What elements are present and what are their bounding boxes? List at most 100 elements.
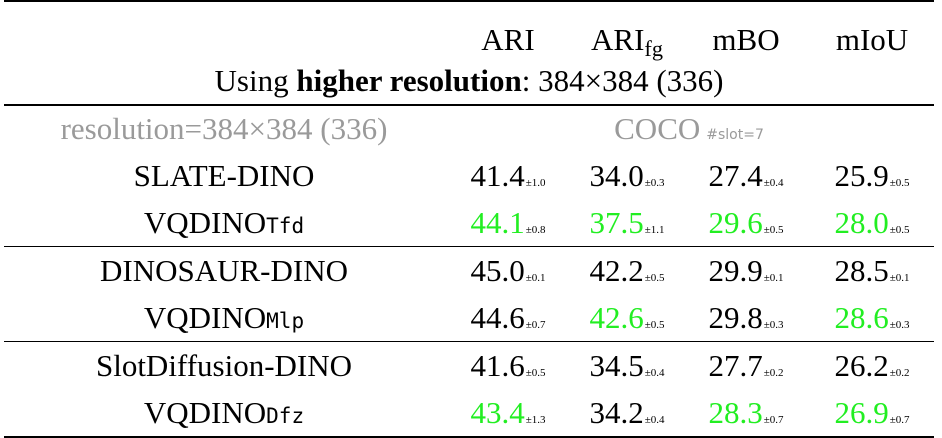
metric-cell: 45.0±0.1 bbox=[444, 246, 572, 294]
metric-value: 29.6 bbox=[708, 204, 763, 240]
metric-cell: 42.6±0.5 bbox=[572, 294, 682, 342]
table-row: VQDINOTfd 44.1±0.8 37.5±1.1 29.6±0.5 28.0±0.… bbox=[4, 199, 934, 247]
metric-value: 29.8 bbox=[708, 299, 763, 335]
metric-value: 25.9 bbox=[834, 157, 889, 193]
metric-std: ±0.5 bbox=[525, 366, 546, 379]
metric-cell: 29.6±0.5 bbox=[682, 199, 810, 247]
caption-suffix: : 384×384 (336) bbox=[521, 63, 724, 98]
metric-cell: 26.2±0.2 bbox=[810, 341, 934, 389]
metric-std: ±0.5 bbox=[644, 318, 665, 331]
metric-std: ±0.7 bbox=[889, 413, 910, 426]
metric-std: ±1.3 bbox=[525, 413, 546, 426]
method-name-cell: SlotDiffusion-DINO bbox=[4, 341, 444, 389]
metric-std: ±0.3 bbox=[644, 176, 665, 189]
metric-value: 27.4 bbox=[708, 157, 763, 193]
metric-cell: 44.6±0.7 bbox=[444, 294, 572, 342]
metric-std: ±0.4 bbox=[644, 413, 665, 426]
metric-value: 44.6 bbox=[470, 299, 525, 335]
metric-value: 28.0 bbox=[834, 204, 889, 240]
header-row: ARI ARIfg mBO mIoU bbox=[4, 1, 934, 62]
metric-value: 42.2 bbox=[589, 252, 644, 288]
method-name: VQDINO bbox=[143, 299, 267, 335]
results-table: ARI ARIfg mBO mIoU Using higher resoluti… bbox=[4, 0, 934, 438]
header-arifg-main: ARI bbox=[591, 22, 645, 57]
metric-cell: 41.6±0.5 bbox=[444, 341, 572, 389]
metric-std: ±0.5 bbox=[763, 223, 784, 236]
metric-std: ±0.8 bbox=[525, 223, 546, 236]
metric-std: ±1.1 bbox=[644, 223, 665, 236]
table-row: VQDINOMlp 44.6±0.7 42.6±0.5 29.8±0.3 28.6±0.… bbox=[4, 294, 934, 342]
table-row: SlotDiffusion-DINO 41.6±0.5 34.5±0.4 27.7±0… bbox=[4, 341, 934, 389]
metric-value: 26.2 bbox=[834, 347, 889, 383]
method-suffix: Dfz bbox=[266, 403, 305, 428]
method-name: VQDINO bbox=[143, 204, 267, 240]
metric-cell: 27.4±0.4 bbox=[682, 152, 810, 199]
caption-row: Using higher resolution: 384×384 (336) bbox=[4, 58, 934, 105]
metric-std: ±0.1 bbox=[889, 271, 910, 284]
metric-std: ±0.1 bbox=[763, 271, 784, 284]
metric-value: 26.9 bbox=[834, 394, 889, 430]
results-table-container: ARI ARIfg mBO mIoU Using higher resoluti… bbox=[4, 0, 934, 438]
metric-cell: 29.8±0.3 bbox=[682, 294, 810, 342]
header-mbo: mBO bbox=[712, 22, 780, 57]
metric-std: ±0.5 bbox=[889, 223, 910, 236]
metric-cell: 41.4±1.0 bbox=[444, 152, 572, 199]
metric-cell: 44.1±0.8 bbox=[444, 199, 572, 247]
metric-cell: 28.5±0.1 bbox=[810, 246, 934, 294]
method-name-cell: DINOSAUR-DINO bbox=[4, 246, 444, 294]
table-caption: Using higher resolution: 384×384 (336) bbox=[4, 58, 934, 105]
header-arifg-sub: fg bbox=[644, 36, 663, 62]
metric-std: ±0.7 bbox=[525, 318, 546, 331]
metric-value: 37.5 bbox=[589, 204, 644, 240]
method-name: SlotDiffusion-DINO bbox=[95, 347, 353, 383]
method-name-cell: SLATE-DINO bbox=[4, 152, 444, 199]
metric-value: 29.9 bbox=[708, 252, 763, 288]
metric-cell: 25.9±0.5 bbox=[810, 152, 934, 199]
table-row: DINOSAUR-DINO 45.0±0.1 42.2±0.5 29.9±0.1 28.… bbox=[4, 246, 934, 294]
metric-std: ±0.5 bbox=[644, 271, 665, 284]
metric-cell: 42.2±0.5 bbox=[572, 246, 682, 294]
metric-std: ±0.3 bbox=[889, 318, 910, 331]
metric-value: 34.5 bbox=[589, 347, 644, 383]
setting-resolution: resolution=384×384 (336) bbox=[4, 104, 444, 152]
header-method-cell bbox=[4, 1, 444, 58]
header-ari: ARI bbox=[481, 22, 535, 57]
metric-value: 45.0 bbox=[470, 252, 525, 288]
setting-dataset: COCO bbox=[614, 111, 701, 146]
metric-cell: 27.7±0.2 bbox=[682, 341, 810, 389]
caption-prefix: Using bbox=[214, 63, 297, 98]
method-name: VQDINO bbox=[143, 394, 267, 430]
method-name-cell: VQDINOMlp bbox=[4, 294, 444, 342]
table-row: SLATE-DINO 41.4±1.0 34.0±0.3 27.4±0.4 25.9±0… bbox=[4, 152, 934, 199]
method-name: DINOSAUR-DINO bbox=[100, 252, 348, 288]
setting-row: resolution=384×384 (336) COCO #slot=7 bbox=[4, 104, 934, 152]
metric-value: 44.1 bbox=[470, 204, 525, 240]
metric-value: 27.7 bbox=[708, 347, 763, 383]
setting-slot: #slot=7 bbox=[706, 127, 764, 143]
method-name-cell: VQDINOTfd bbox=[4, 199, 444, 247]
method-name: SLATE-DINO bbox=[133, 157, 315, 193]
metric-value: 43.4 bbox=[470, 394, 525, 430]
metric-std: ±0.2 bbox=[889, 366, 910, 379]
metric-value: 34.2 bbox=[589, 394, 644, 430]
metric-std: ±0.4 bbox=[644, 366, 665, 379]
metric-cell: 29.9±0.1 bbox=[682, 246, 810, 294]
header-miou: mIoU bbox=[835, 22, 909, 57]
metric-value: 41.4 bbox=[470, 157, 525, 193]
metric-std: ±0.2 bbox=[763, 366, 784, 379]
metric-value: 28.6 bbox=[834, 299, 889, 335]
metric-cell: 34.5±0.4 bbox=[572, 341, 682, 389]
metric-value: 42.6 bbox=[589, 299, 644, 335]
metric-cell: 28.6±0.3 bbox=[810, 294, 934, 342]
metric-std: ±0.3 bbox=[763, 318, 784, 331]
metric-cell: 37.5±1.1 bbox=[572, 199, 682, 247]
setting-dataset-cell: COCO #slot=7 bbox=[444, 104, 934, 152]
metric-value: 28.5 bbox=[834, 252, 889, 288]
method-suffix: Mlp bbox=[266, 308, 305, 333]
metric-cell: 28.0±0.5 bbox=[810, 199, 934, 247]
metric-std: ±0.5 bbox=[889, 176, 910, 189]
metric-std: ±1.0 bbox=[525, 176, 546, 189]
metric-std: ±0.4 bbox=[763, 176, 784, 189]
metric-std: ±0.1 bbox=[525, 271, 546, 284]
method-suffix: Tfd bbox=[266, 213, 305, 238]
